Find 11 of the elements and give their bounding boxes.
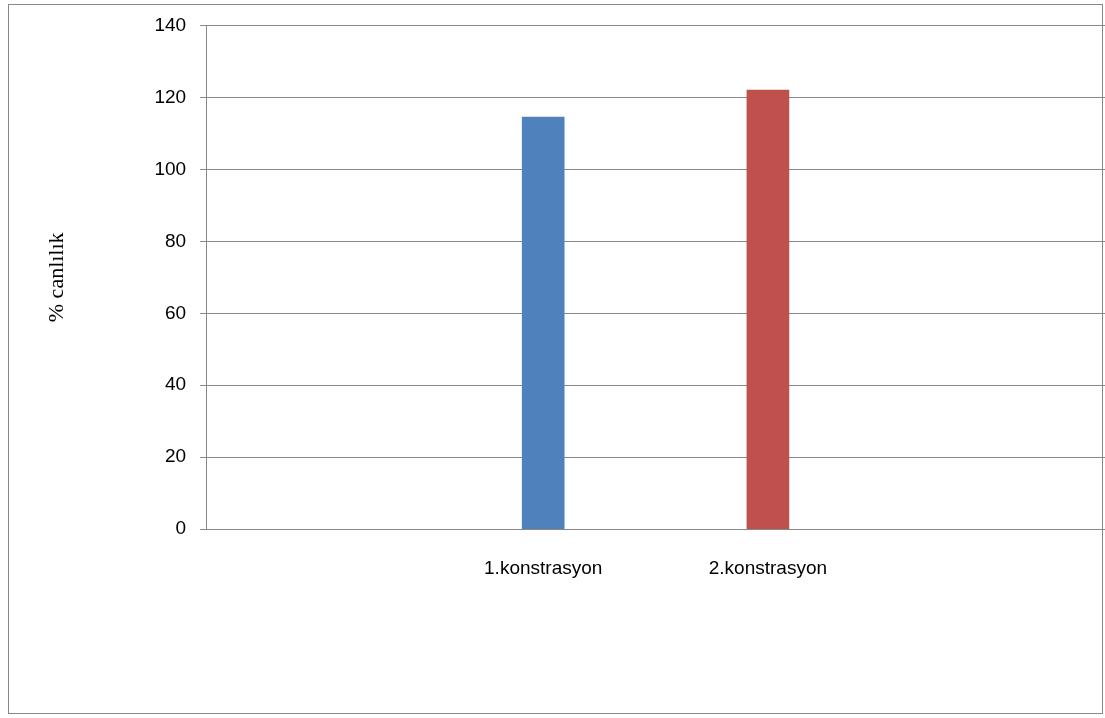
y-tick-label: 0	[175, 517, 187, 539]
y-tick-label: 100	[154, 157, 187, 179]
y-tick-label: 20	[164, 445, 187, 467]
y-tick-label: 140	[154, 13, 187, 35]
x-tick-label: 2.konstrasyon	[708, 556, 828, 578]
x-tick-label: 1.konstrasyon	[484, 556, 603, 578]
y-axis-title: % canlılık	[42, 232, 68, 323]
y-tick-label: 120	[154, 85, 187, 107]
y-tick-label: 60	[164, 301, 187, 323]
y-tick-label: 80	[164, 229, 187, 251]
y-tick-label: 40	[164, 373, 187, 395]
